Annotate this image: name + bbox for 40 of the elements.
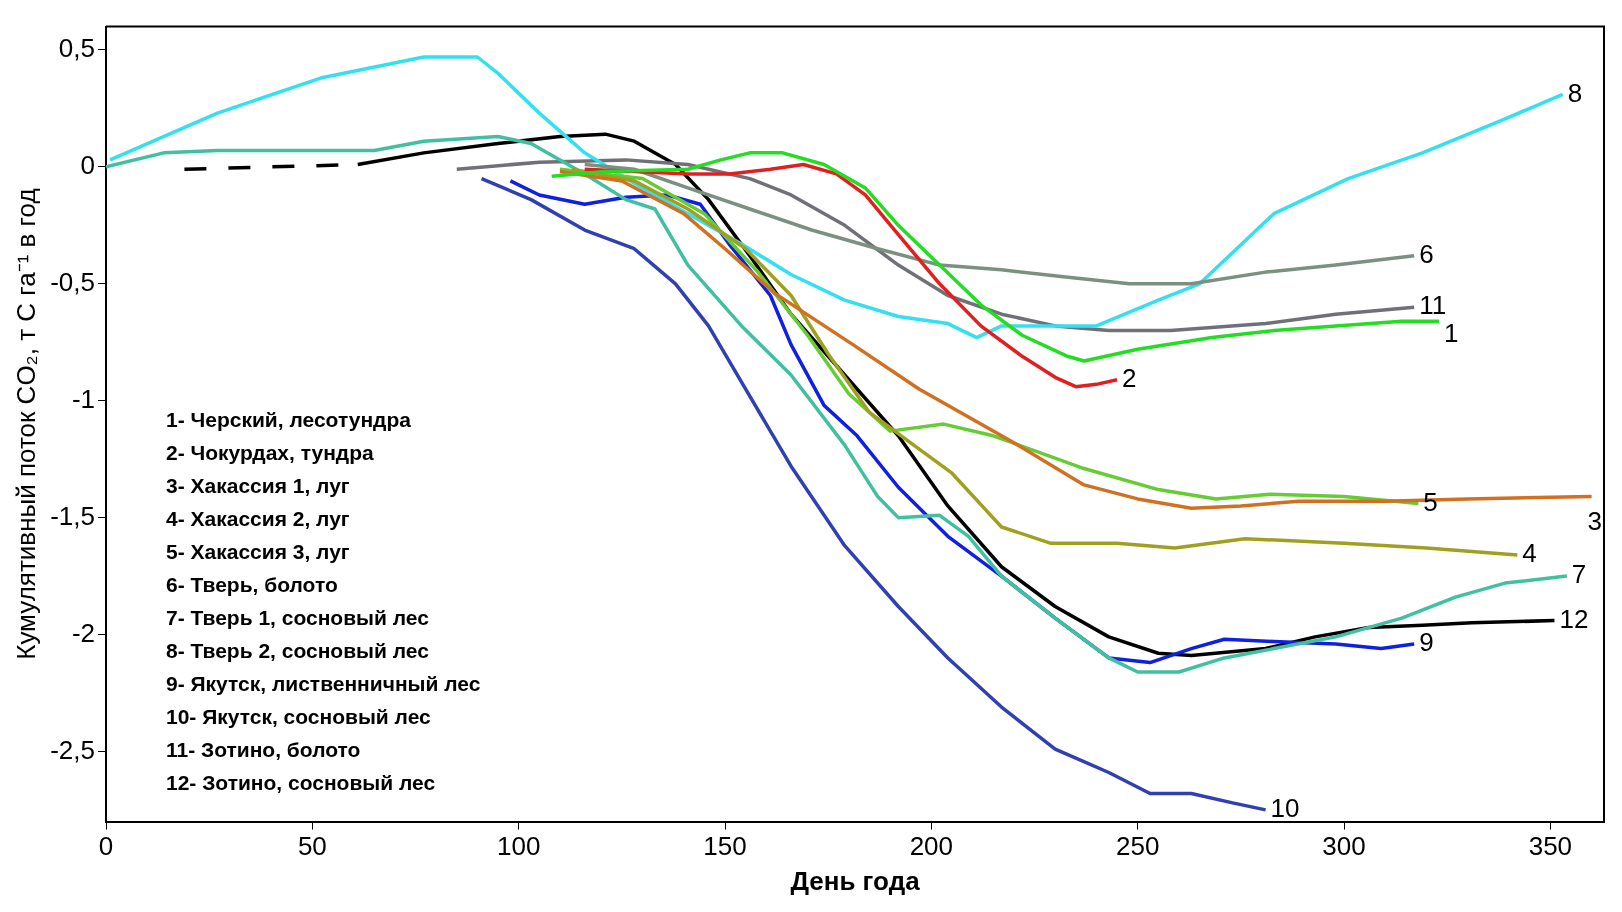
series-label: 12 [1559, 603, 1589, 634]
series-label: 1 [1443, 318, 1459, 349]
series-label: 4 [1522, 538, 1537, 569]
series-label: 10 [1270, 793, 1300, 824]
series-label: 2 [1122, 362, 1137, 393]
y-tick-label: 0 [80, 150, 95, 181]
x-tick-label: 300 [1322, 831, 1366, 862]
annotation: 6- Тверь, болото [166, 572, 338, 596]
annotation: 7- Тверь 1, сосновый лес [166, 605, 430, 629]
y-tick-label: -0,5 [50, 266, 95, 297]
x-tick-label: 150 [703, 831, 747, 862]
y-tick-label: -1,5 [50, 500, 95, 531]
annotation: 10- Якутск, сосновый лес [166, 704, 432, 728]
series-label: 11 [1419, 290, 1447, 321]
annotation: 2- Чокурдах, тундра [166, 440, 374, 464]
annotation: 3- Хакассия 1, луг [166, 473, 350, 497]
annotation: 12- Зотино, сосновый лес [166, 770, 436, 794]
x-tick-label: 100 [496, 831, 541, 862]
x-tick-label: 350 [1528, 831, 1573, 862]
y-tick-label: 0,5 [58, 33, 95, 64]
series-label: 6 [1419, 238, 1434, 269]
annotation: 5- Хакассия 3, луг [166, 539, 350, 563]
y-tick-label: -1 [71, 383, 95, 414]
y-tick-label: -2 [71, 617, 95, 648]
x-tick-label: 250 [1115, 831, 1160, 862]
x-tick-label: 50 [297, 831, 327, 862]
y-tick-label: -2,5 [50, 734, 95, 765]
series-label: 9 [1419, 627, 1434, 658]
annotation: 1- Черский, лесотундра [166, 407, 412, 431]
y-axis-title: Кумулятивный поток CO₂, т С га⁻¹ в год [10, 188, 41, 660]
annotation: 4- Хакассия 2, луг [166, 506, 350, 530]
x-tick-label: 200 [909, 831, 954, 862]
annotation: 8- Тверь 2, сосновый лес [166, 638, 430, 662]
series-label: 3 [1587, 505, 1603, 536]
annotation: 11- Зотино, болото [166, 737, 361, 761]
x-tick-label: 0 [98, 831, 114, 862]
x-axis-title: День года [790, 865, 921, 896]
annotation: 9- Якутск, лиственничный лес [166, 671, 481, 695]
series-label: 8 [1567, 77, 1583, 108]
series-label: 7 [1571, 559, 1587, 590]
